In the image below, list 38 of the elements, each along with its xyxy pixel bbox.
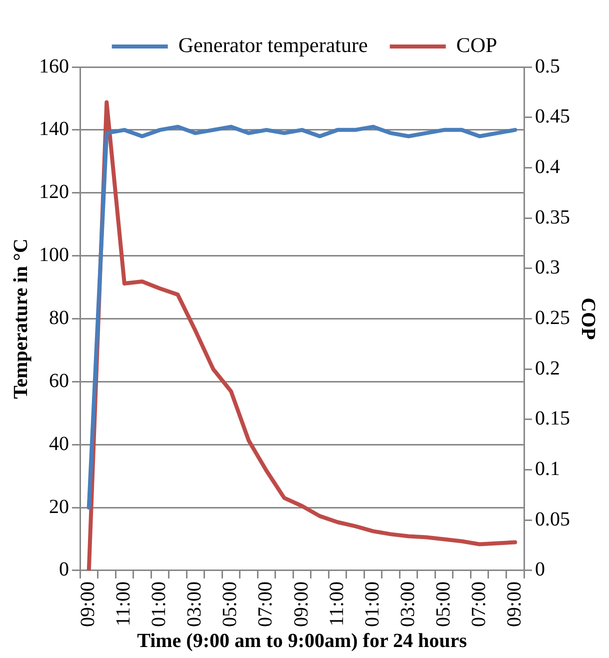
x-tick-label: 03:00 <box>184 581 206 628</box>
y2-tick-label: 0.5 <box>535 55 560 78</box>
y-tick-label: 40 <box>49 432 69 455</box>
x-axis-title: Time (9:00 am to 9:00am) for 24 hours <box>137 630 468 652</box>
y2-tick-label: 0.25 <box>535 306 570 329</box>
x-tick-label: 03:00 <box>396 581 419 628</box>
y-tick-label: 0 <box>59 558 69 581</box>
x-tick-label: 07:00 <box>468 581 490 628</box>
y-tick-label: 160 <box>39 55 69 78</box>
y2-tick-label: 0.4 <box>535 156 560 178</box>
y2-tick-label: 0.35 <box>535 206 570 228</box>
y-tick-label: 60 <box>49 370 69 392</box>
y2-tick-label: 0.45 <box>535 106 570 128</box>
y-axis-title: Temperature in °C <box>10 238 32 399</box>
legend-label: COP <box>456 33 498 58</box>
x-tick-label: 09:00 <box>290 581 312 628</box>
x-tick-label: 11:00 <box>112 581 135 626</box>
y2-tick-label: 0.1 <box>535 458 560 480</box>
y2-tick-label: 0 <box>535 558 545 581</box>
y2-tick-label: 0.3 <box>535 256 560 279</box>
y-tick-label: 100 <box>39 244 69 266</box>
y-tick-label: 20 <box>49 496 69 518</box>
x-tick-label: 09:00 <box>77 581 100 628</box>
x-tick-label: 05:00 <box>432 581 454 628</box>
y-tick-label: 120 <box>39 181 69 204</box>
legend-label: Generator temperature <box>178 33 368 58</box>
x-tick-label: 01:00 <box>361 581 384 628</box>
y2-axis-title: COP <box>576 298 599 340</box>
y-tick-label: 140 <box>39 118 69 140</box>
x-tick-label: 01:00 <box>148 581 170 628</box>
y2-tick-label: 0.05 <box>535 508 570 530</box>
x-tick-label: 09:00 <box>503 581 526 628</box>
x-tick-label: 07:00 <box>254 581 277 628</box>
x-tick-label: 11:00 <box>326 581 348 626</box>
y2-tick-label: 0.2 <box>535 357 560 380</box>
y2-tick-label: 0.15 <box>535 408 570 430</box>
x-tick-label: 05:00 <box>219 581 242 628</box>
y-tick-label: 80 <box>49 306 69 329</box>
